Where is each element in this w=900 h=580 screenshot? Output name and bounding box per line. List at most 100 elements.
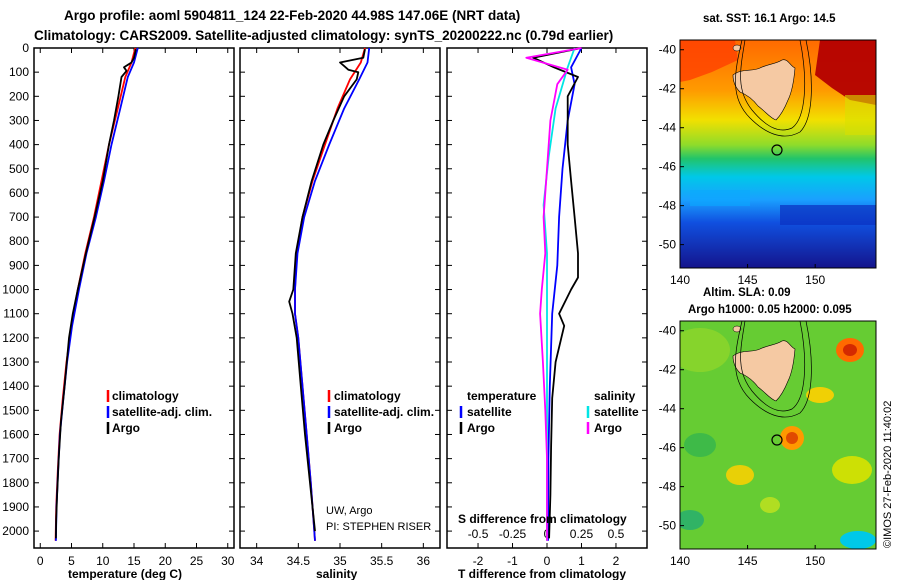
depth-tick-label: 2000	[2, 524, 29, 538]
map-y-tick-label: -42	[659, 82, 677, 96]
map-y-tick-label: -42	[659, 363, 677, 377]
depth-tick-label: 600	[9, 186, 29, 200]
pi-note: PI: STEPHEN RISER	[326, 521, 431, 533]
depth-tick-label: 1200	[2, 331, 29, 345]
map-y-tick-label: -50	[659, 238, 677, 252]
depth-tick-label: 1100	[3, 307, 29, 321]
map-x-tick-label: 150	[805, 273, 825, 287]
depth-tick-label: 400	[9, 138, 29, 152]
legend-s-satellite: satellite	[594, 405, 639, 419]
depth-axis: 0 100 200 300 400 500 600 700 800 900 1000 1100 1200…	[2, 41, 29, 538]
s-tick-label: -0.5	[468, 527, 489, 541]
map-y-tick-label: -46	[659, 160, 677, 174]
x-tick-label: 1	[578, 554, 585, 568]
legend-salinity-title: salinity	[594, 389, 636, 403]
depth-tick-label: 1500	[2, 403, 29, 417]
salinity-plot: 34 34.5 35 35.5 36	[240, 47, 440, 568]
s-tick-label: 0.5	[608, 527, 625, 541]
depth-tick-label: 800	[9, 234, 29, 248]
series-line-argo	[288, 49, 366, 532]
depth-tick-label: 1300	[2, 355, 29, 369]
legend-argo: Argo	[334, 421, 362, 435]
map-x-tick-label: 145	[738, 273, 758, 287]
sla-map	[679, 320, 877, 550]
series-line-satellite	[294, 47, 371, 541]
legend-argo: Argo	[112, 421, 140, 435]
s-tick-label: 0.25	[570, 527, 594, 541]
sst-map-title: sat. SST: 16.1 Argo: 14.5	[703, 13, 836, 25]
x-tick-label: 34	[250, 554, 264, 568]
map-y-tick-label: -40	[659, 324, 677, 338]
series-line-satellite	[547, 47, 583, 541]
depth-tick-label: 1600	[2, 427, 29, 441]
header-line-1: Argo profile: aoml 5904811_124 22-Feb-20…	[64, 8, 520, 23]
x-tick-label: 2	[613, 554, 620, 568]
difference-plot: -2 -1 0 1 2-0.5 -0.25 0 0.25 0.5	[447, 47, 647, 568]
x-tick-label: 15	[127, 554, 141, 568]
temperature-axis-label: temperature (deg C)	[68, 567, 182, 580]
x-tick-label: 35	[333, 554, 347, 568]
temperature-legend: climatology satellite-adj. clim. Argo	[106, 389, 212, 435]
map-y-tick-label: -44	[659, 402, 677, 416]
legend-temperature-title: temperature	[467, 389, 537, 403]
sla-map-title: Altim. SLA: 0.09	[703, 287, 791, 299]
series-line-sat_s	[525, 47, 582, 541]
depth-tick-label: 700	[9, 210, 29, 224]
depth-tick-label: 100	[9, 65, 29, 79]
salinity-axis-label: salinity	[316, 567, 358, 580]
map-x-tick-label: 140	[670, 273, 690, 287]
data-source-note: UW, Argo	[326, 505, 372, 517]
legend-s-argo: Argo	[594, 421, 622, 435]
header-line-2: Climatology: CARS2009. Satellite-adjuste…	[34, 28, 613, 43]
argo-float-marker	[771, 434, 783, 446]
difference-legend: temperature satellite Argo salinity sate…	[459, 389, 639, 435]
legend-climatology: climatology	[112, 389, 179, 403]
sla-map-axes: 140 145 150 -40 -42 -44 -46 -48 -50	[659, 324, 826, 568]
map-y-tick-label: -48	[659, 480, 677, 494]
depth-tick-label: 0	[22, 41, 29, 55]
x-tick-label: 0	[544, 554, 551, 568]
x-tick-label: 25	[190, 554, 204, 568]
x-tick-label: 10	[96, 554, 110, 568]
x-tick-label: 20	[159, 554, 173, 568]
depth-tick-label: 300	[9, 113, 29, 127]
map-x-tick-label: 150	[805, 554, 825, 568]
series-line-argo	[532, 47, 582, 539]
map-y-tick-label: -46	[659, 441, 677, 455]
s-tick-label: -0.25	[499, 527, 527, 541]
sst-map-axes: 140 145 150 -40 -42 -44 -46 -48 -50	[659, 43, 826, 287]
map-x-tick-label: 140	[670, 554, 690, 568]
legend-t-satellite: satellite	[467, 405, 512, 419]
depth-tick-label: 1400	[2, 379, 29, 393]
depth-tick-label: 1700	[2, 452, 29, 466]
depth-tick-label: 500	[9, 162, 29, 176]
x-tick-label: 30	[221, 554, 235, 568]
map-y-tick-label: -48	[659, 199, 677, 213]
x-tick-label: 5	[68, 554, 75, 568]
sla-map-subtitle: Argo h1000: 0.05 h2000: 0.095	[688, 304, 852, 316]
x-tick-label: -1	[507, 554, 518, 568]
x-tick-label: 35.5	[370, 554, 394, 568]
x-tick-label: 36	[417, 554, 431, 568]
argo-float-marker	[771, 144, 783, 156]
depth-tick-label: 1000	[2, 283, 29, 297]
map-y-tick-label: -40	[659, 43, 677, 57]
depth-tick-label: 1800	[2, 476, 29, 490]
depth-tick-label: 900	[9, 258, 29, 272]
t-difference-axis-label: T difference from climatology	[458, 567, 626, 580]
map-y-tick-label: -50	[659, 519, 677, 533]
sst-map	[679, 39, 877, 269]
imos-credit: ©IMOS 27-Feb-2020 11:40:02	[882, 401, 894, 548]
legend-satellite-adj: satellite-adj. clim.	[334, 405, 434, 419]
salinity-legend: climatology satellite-adj. clim. Argo UW…	[326, 389, 434, 533]
legend-satellite-adj: satellite-adj. clim.	[112, 405, 212, 419]
map-y-tick-label: -44	[659, 121, 677, 135]
salinity-panel	[239, 47, 441, 549]
depth-tick-label: 1900	[2, 500, 29, 514]
x-tick-label: 34.5	[287, 554, 311, 568]
depth-tick-label: 200	[9, 89, 29, 103]
map-x-tick-label: 145	[738, 554, 758, 568]
x-tick-label: -2	[473, 554, 484, 568]
legend-climatology: climatology	[334, 389, 401, 403]
